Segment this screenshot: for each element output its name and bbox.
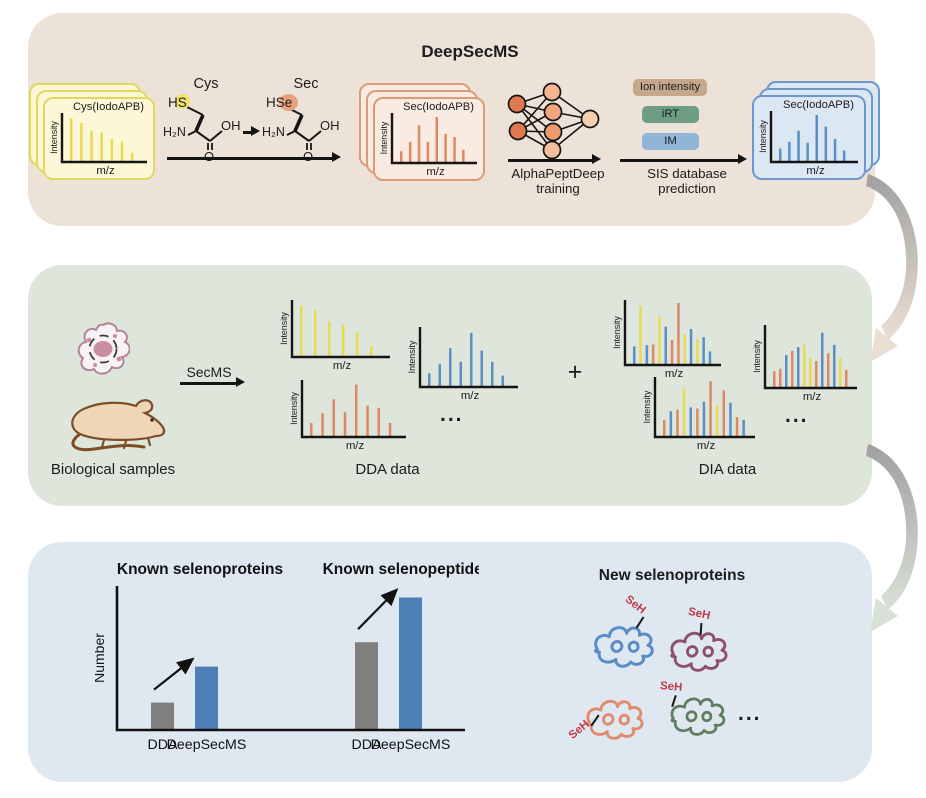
- svg-text:m/z: m/z: [333, 360, 352, 371]
- dda-spectrum-yellow: Intensity m/z: [278, 296, 392, 371]
- svg-text:Number: Number: [95, 633, 107, 683]
- dda-data-label: DDA data: [355, 461, 420, 478]
- cys-thiol-label: HS: [168, 95, 187, 111]
- svg-text:m/z: m/z: [665, 368, 684, 379]
- svg-text:Intensity: Intensity: [379, 121, 389, 154]
- cys-spectrum-card: Intensity m/z Cys(IodoAPB): [43, 97, 155, 180]
- cys-spectrum: Intensity m/z Cys(IodoAPB): [48, 100, 149, 176]
- dda-spectrum-blue: Intensity m/z: [406, 323, 520, 401]
- figure-title: DeepSecMS: [421, 42, 519, 61]
- cys-name: Cys: [193, 76, 219, 92]
- secms-arrow: [180, 378, 245, 387]
- protein-icon-blue: [594, 626, 654, 668]
- sulfur-highlight: [175, 94, 190, 109]
- prediction-label-line1: SIS database: [647, 166, 727, 181]
- cys-to-sec-arrow: [243, 127, 260, 136]
- svg-text:Known selenoproteins: Known selenoproteins: [117, 561, 283, 578]
- svg-text:Intensity: Intensity: [612, 316, 622, 349]
- svg-text:DDA: DDA: [352, 737, 382, 753]
- h-atom: H: [266, 95, 276, 110]
- svg-text:Intensity: Intensity: [758, 120, 768, 153]
- training-label-line2: training: [536, 181, 580, 196]
- badge-ion-intensity: Ion intensity: [633, 79, 707, 96]
- svg-text:DeepSecMS: DeepSecMS: [167, 737, 247, 753]
- prediction-label-line2: prediction: [658, 181, 716, 196]
- mouse-icon: [71, 399, 166, 452]
- dda-ellipsis: ...: [440, 403, 464, 426]
- flow-arrow-icon-top: [866, 174, 918, 362]
- badge-irt: iRT: [642, 106, 699, 123]
- training-arrow-label: AlphaPeptDeep training: [492, 166, 624, 196]
- seh-label-green: SeH: [659, 680, 683, 694]
- svg-text:Intensity: Intensity: [642, 390, 652, 423]
- sec-hydroxyl-label: OH: [320, 118, 340, 133]
- svg-text:Intensity: Intensity: [289, 392, 299, 425]
- proteins-ellipsis: ...: [738, 702, 762, 725]
- dia-spectrum-1: Intensity m/z: [611, 296, 723, 379]
- sec-spectrum-card: Intensity m/z Sec(IodoAPB): [373, 97, 485, 181]
- sec-spectrum: Intensity m/z Sec(IodoAPB): [378, 100, 479, 177]
- svg-text:m/z: m/z: [426, 166, 445, 177]
- dda-spectrum-orange: Intensity m/z: [288, 376, 408, 451]
- dia-spectrum-3: Intensity m/z: [641, 373, 757, 451]
- svg-text:Intensity: Intensity: [407, 340, 417, 373]
- predicted-spectrum: Intensity m/z Sec(IodoAPB): [757, 98, 860, 176]
- labeling-reaction-arrow: [167, 153, 341, 162]
- svg-text:DDA: DDA: [148, 737, 178, 753]
- cys-hydroxyl-label: OH: [221, 118, 241, 133]
- panel-results: [28, 542, 872, 782]
- predicted-spectrum-card: Intensity m/z Sec(IodoAPB): [752, 95, 866, 180]
- prediction-arrow: [620, 155, 747, 164]
- selenium-highlight: [279, 94, 298, 111]
- plus-sign: +: [567, 358, 583, 386]
- svg-text:m/z: m/z: [461, 390, 480, 401]
- sec-name: Sec: [293, 76, 319, 92]
- training-arrow: [508, 155, 601, 164]
- svg-text:Sec(IodoAPB): Sec(IodoAPB): [783, 99, 854, 111]
- svg-text:m/z: m/z: [803, 391, 822, 402]
- cell-icon: [77, 322, 130, 375]
- new-selenoproteins-title: New selenoproteins: [598, 567, 746, 584]
- se-atom: Se: [275, 95, 293, 110]
- svg-text:m/z: m/z: [806, 165, 825, 176]
- badge-im: IM: [642, 133, 699, 150]
- samples-label: Biological samples: [50, 461, 176, 478]
- training-label-line1: AlphaPeptDeep: [511, 166, 605, 181]
- flow-arrow-icon-bottom: [866, 444, 918, 632]
- dia-spectrum-2: Intensity m/z: [751, 321, 859, 402]
- prediction-arrow-label: SIS database prediction: [622, 166, 752, 196]
- svg-text:DeepSecMS: DeepSecMS: [371, 737, 451, 753]
- svg-text:Sec(IodoAPB): Sec(IodoAPB): [403, 101, 474, 113]
- svg-text:m/z: m/z: [346, 440, 365, 451]
- neural-network-icon: [507, 82, 600, 160]
- svg-text:Known selenopeptides: Known selenopeptides: [323, 561, 479, 578]
- cys-carbonyl-label: O: [204, 149, 215, 164]
- sec-amine-label: H₂N: [262, 125, 285, 139]
- sec-selenol-label: HSe: [266, 95, 292, 111]
- s-atom: S: [177, 95, 187, 110]
- comparison-bar-chart: Known selenoproteins DDA DeepSecMS Known se…: [91, 558, 491, 763]
- dia-data-label: DIA data: [698, 461, 757, 478]
- secms-label: SecMS: [186, 364, 232, 380]
- cys-amine-label: H₂N: [163, 125, 186, 139]
- sec-carbonyl-label: O: [303, 149, 314, 164]
- svg-text:Intensity: Intensity: [752, 340, 762, 373]
- svg-text:m/z: m/z: [96, 165, 115, 176]
- svg-text:Intensity: Intensity: [49, 121, 59, 154]
- svg-text:Intensity: Intensity: [279, 312, 289, 345]
- dia-ellipsis: ...: [785, 404, 809, 427]
- svg-text:Cys(IodoAPB): Cys(IodoAPB): [73, 101, 144, 113]
- h-atom: H: [168, 95, 178, 110]
- svg-text:m/z: m/z: [697, 440, 716, 451]
- protein-icon-orange: [586, 699, 644, 740]
